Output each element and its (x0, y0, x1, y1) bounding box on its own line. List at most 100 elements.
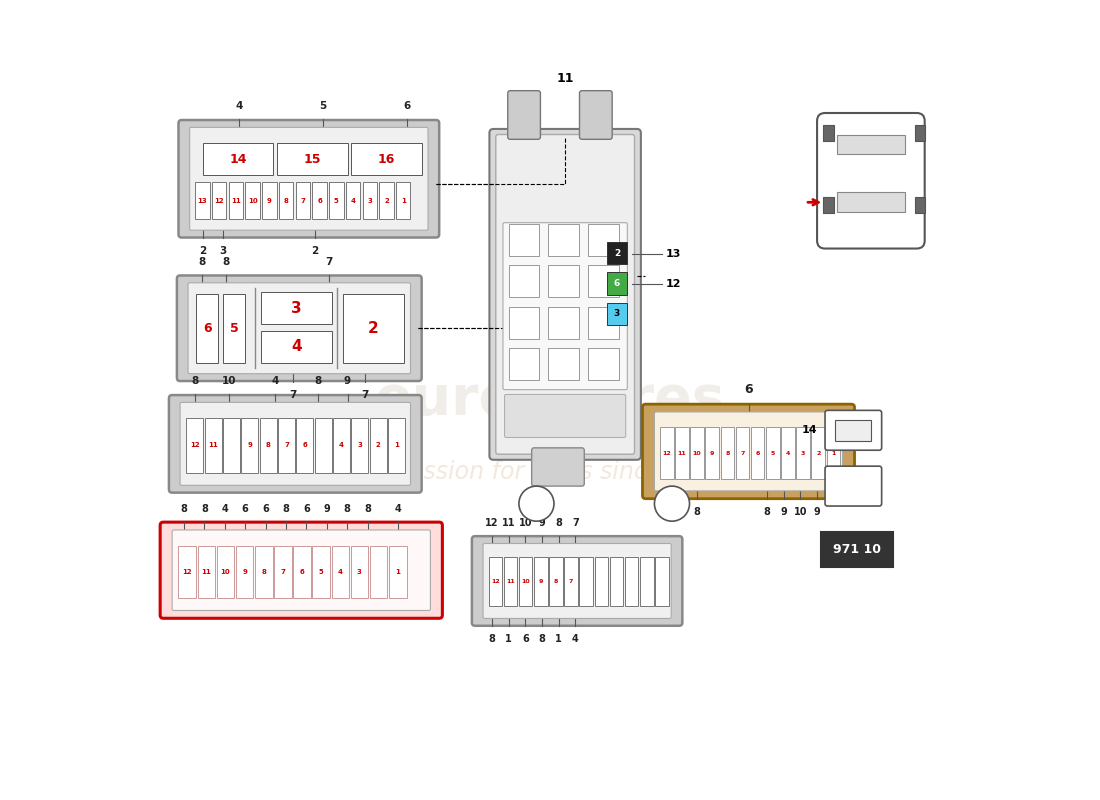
Bar (625, 557, 638, 606)
Text: 2: 2 (614, 249, 620, 258)
Text: 6: 6 (317, 198, 322, 204)
Text: 4: 4 (338, 569, 343, 575)
FancyBboxPatch shape (654, 412, 843, 491)
Text: 7: 7 (569, 579, 573, 584)
Text: 13: 13 (198, 198, 207, 204)
Bar (826, 427, 840, 479)
Text: 9: 9 (539, 579, 543, 584)
Bar (519, 557, 532, 606)
Bar (352, 143, 421, 175)
Text: 6: 6 (403, 102, 410, 111)
Bar (242, 418, 258, 473)
FancyBboxPatch shape (496, 134, 635, 454)
Bar (705, 427, 719, 479)
Text: 6: 6 (302, 442, 307, 449)
Bar (223, 294, 245, 362)
Bar (351, 546, 369, 598)
Bar (278, 418, 295, 473)
Text: 8: 8 (198, 257, 206, 267)
Bar (312, 546, 330, 598)
Text: 2: 2 (816, 450, 821, 455)
Bar (656, 557, 669, 606)
Bar (294, 546, 311, 598)
FancyBboxPatch shape (505, 394, 626, 438)
Bar (217, 546, 234, 598)
FancyBboxPatch shape (172, 530, 430, 610)
Text: 10: 10 (793, 507, 807, 517)
Bar (331, 546, 349, 598)
FancyBboxPatch shape (472, 536, 682, 626)
Bar (296, 182, 310, 219)
Text: 12: 12 (491, 579, 499, 584)
Bar (262, 330, 331, 362)
Text: 7: 7 (289, 390, 297, 400)
Text: 5: 5 (319, 569, 323, 575)
Text: 7: 7 (284, 442, 289, 449)
Bar (508, 348, 539, 380)
Text: 4: 4 (395, 504, 402, 514)
Text: 6: 6 (614, 279, 620, 288)
FancyBboxPatch shape (169, 395, 421, 493)
Bar (675, 427, 689, 479)
FancyBboxPatch shape (531, 448, 584, 486)
Bar (837, 192, 905, 212)
Bar (277, 143, 348, 175)
Bar (824, 197, 834, 213)
Bar (508, 306, 539, 338)
Text: 9: 9 (539, 518, 546, 527)
Text: 7: 7 (740, 450, 745, 455)
Bar (198, 546, 216, 598)
Bar (606, 302, 627, 325)
Text: 12: 12 (666, 279, 681, 290)
Text: 6: 6 (262, 504, 268, 514)
Text: 971 10: 971 10 (833, 543, 881, 556)
Text: 4: 4 (572, 634, 579, 644)
Bar (262, 292, 331, 324)
FancyBboxPatch shape (161, 522, 442, 618)
Bar (297, 418, 313, 473)
Bar (223, 418, 240, 473)
Text: 1: 1 (394, 442, 399, 449)
Bar (606, 273, 627, 294)
FancyBboxPatch shape (503, 222, 627, 390)
Text: 14: 14 (666, 499, 679, 508)
Text: 11: 11 (201, 569, 211, 575)
Bar (588, 266, 618, 297)
Text: 11: 11 (231, 198, 241, 204)
Text: 5: 5 (771, 450, 775, 455)
Text: 11: 11 (506, 579, 515, 584)
Text: 16: 16 (378, 153, 395, 166)
Bar (549, 224, 579, 256)
Text: 8: 8 (283, 504, 289, 514)
Circle shape (654, 486, 690, 521)
Text: 14: 14 (802, 426, 817, 435)
Bar (187, 418, 204, 473)
FancyBboxPatch shape (483, 543, 671, 618)
Bar (312, 182, 327, 219)
Text: 1: 1 (395, 569, 400, 575)
Bar (549, 348, 579, 380)
Text: 1: 1 (400, 198, 406, 204)
Text: 9: 9 (248, 442, 252, 449)
Bar (720, 427, 734, 479)
Bar (915, 125, 925, 141)
Text: 2: 2 (199, 246, 207, 256)
Text: 8: 8 (763, 507, 770, 517)
Bar (595, 557, 608, 606)
Bar (488, 557, 503, 606)
Text: 8: 8 (222, 257, 229, 267)
Bar (363, 182, 377, 219)
Bar (260, 418, 276, 473)
Text: 5: 5 (334, 198, 339, 204)
Text: 7: 7 (326, 257, 333, 267)
FancyBboxPatch shape (177, 275, 421, 381)
Text: 3: 3 (358, 442, 362, 449)
Text: 4: 4 (292, 339, 301, 354)
Bar (196, 294, 219, 362)
Text: 7: 7 (300, 198, 306, 204)
Bar (345, 182, 361, 219)
Circle shape (519, 486, 554, 521)
Bar (766, 427, 780, 479)
Text: 10: 10 (221, 569, 230, 575)
Bar (781, 427, 794, 479)
